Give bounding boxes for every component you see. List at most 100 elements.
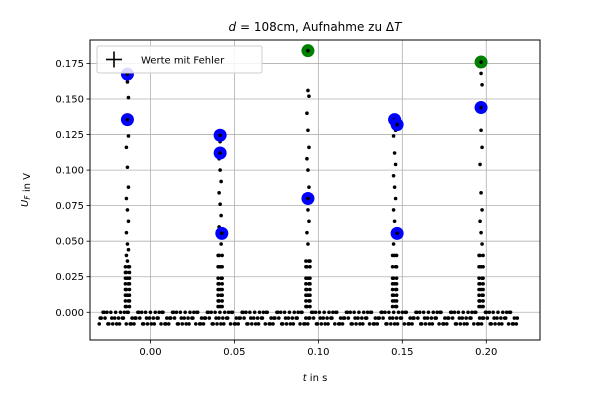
data-point: [430, 322, 435, 326]
data-point: [265, 310, 270, 315]
data-point: [161, 310, 165, 315]
data-point: [125, 259, 130, 263]
data-point: [466, 310, 470, 315]
data-point: [308, 287, 312, 292]
data-point: [480, 82, 484, 87]
data-point: [318, 316, 323, 320]
data-point: [207, 316, 212, 320]
data-point: [390, 276, 395, 280]
data-point: [125, 242, 130, 246]
data-point: [477, 299, 481, 303]
data-point: [481, 253, 485, 258]
data-point: [99, 316, 103, 320]
data-point: [307, 219, 311, 224]
data-point: [425, 316, 430, 320]
highlighted-point-center: [220, 231, 224, 236]
data-point: [464, 316, 468, 320]
data-point: [419, 322, 424, 326]
data-point: [176, 322, 181, 326]
data-point: [114, 322, 119, 326]
data-point: [126, 95, 131, 100]
data-point: [123, 293, 128, 298]
data-point: [348, 310, 353, 315]
data-point: [454, 322, 459, 326]
data-point: [218, 202, 222, 207]
data-point: [244, 310, 248, 315]
data-point: [124, 145, 129, 150]
data-point: [390, 304, 395, 309]
data-point: [391, 242, 396, 246]
data-point: [123, 282, 128, 286]
data-point: [118, 310, 123, 315]
data-point: [218, 310, 222, 315]
data-point: [308, 299, 312, 303]
data-point: [390, 282, 395, 286]
data-point: [261, 310, 266, 315]
plot-frame: [89, 39, 541, 341]
data-point: [127, 287, 132, 292]
data-point: [307, 145, 311, 150]
data-point: [124, 322, 129, 326]
data-point: [381, 316, 385, 320]
data-point: [304, 304, 308, 309]
data-point: [149, 322, 154, 326]
data-point: [183, 310, 187, 315]
data-point: [236, 322, 241, 326]
data-point: [304, 264, 308, 269]
y-tick-label: 0.000: [55, 308, 84, 319]
data-point: [308, 293, 312, 298]
data-point: [282, 310, 287, 315]
data-point: [392, 151, 397, 155]
data-point: [481, 299, 485, 303]
data-point: [127, 299, 132, 303]
data-point: [216, 253, 220, 258]
data-point: [394, 316, 399, 320]
data-point: [421, 310, 426, 315]
data-point: [408, 316, 412, 320]
data-point: [477, 276, 481, 280]
data-point: [394, 253, 399, 258]
data-point: [125, 208, 130, 212]
data-point: [263, 322, 268, 326]
data-point: [257, 310, 262, 315]
data-point: [213, 310, 217, 315]
data-point: [139, 310, 144, 315]
data-point: [457, 316, 462, 320]
data-point: [201, 322, 206, 326]
data-point: [476, 322, 481, 326]
data-point: [109, 316, 114, 320]
data-point: [407, 322, 411, 326]
data-point: [123, 264, 128, 269]
data-point: [132, 322, 136, 326]
data-point: [399, 316, 404, 320]
data-point: [126, 310, 130, 315]
data-point: [462, 322, 466, 326]
data-point: [390, 287, 395, 292]
data-point: [109, 310, 113, 315]
data-point: [313, 310, 318, 315]
data-point: [321, 316, 326, 320]
data-point: [145, 322, 150, 326]
data-point: [446, 316, 451, 320]
data-point: [211, 322, 215, 326]
data-point: [280, 322, 285, 326]
data-point: [469, 316, 473, 320]
data-point: [271, 322, 275, 326]
data-point: [439, 310, 443, 315]
data-point: [127, 282, 132, 286]
data-point: [219, 179, 223, 184]
data-point: [317, 310, 322, 315]
data-point: [226, 310, 231, 315]
data-point: [268, 322, 272, 326]
data-point: [290, 316, 295, 320]
data-point: [416, 316, 420, 320]
data-point: [479, 322, 484, 326]
data-point: [369, 310, 374, 315]
data-point: [184, 322, 188, 326]
data-point: [198, 322, 203, 326]
data-point: [273, 316, 277, 320]
data-point: [159, 322, 163, 326]
data-point: [390, 299, 395, 303]
data-point: [380, 310, 384, 315]
data-point: [269, 316, 273, 320]
